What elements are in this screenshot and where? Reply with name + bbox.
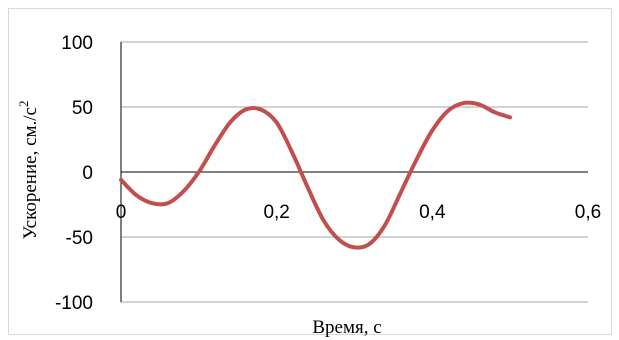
series-line: [119, 100, 513, 250]
y-tick-label: 100: [61, 33, 93, 54]
x-tick-label: 0,4: [419, 202, 446, 223]
x-axis-title: Время, с: [312, 317, 381, 338]
y-tick-label: 50: [72, 98, 93, 119]
grid-layer: [121, 41, 588, 303]
y-axis-title: Ускорение, см./с2: [16, 101, 41, 240]
axis-layer: [120, 42, 588, 302]
x-tick-label: 0,6: [575, 202, 601, 223]
x-tick-label: 0: [116, 202, 127, 223]
y-tick-label: 0: [82, 163, 93, 184]
y-axis-title-superscript: 2: [16, 101, 31, 108]
x-tick-label: 0,2: [263, 202, 289, 223]
y-axis-title-text: Ускорение, см./с: [20, 107, 41, 240]
tick-layer: 100 50 0 -50 -100 0 0,2 0,4 0,6: [55, 33, 601, 314]
y-tick-label: -50: [66, 228, 93, 249]
y-tick-label: -100: [55, 293, 93, 314]
series-layer: [119, 100, 513, 250]
